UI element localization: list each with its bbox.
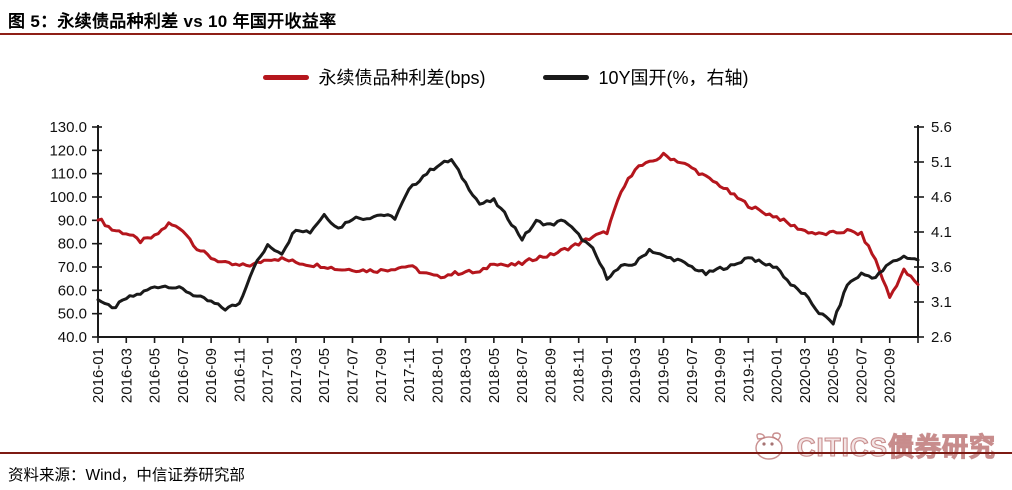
title-divider	[0, 33, 1012, 35]
y-right-tick-label: 3.6	[931, 259, 952, 276]
legend-item-cdb-yield: 10Y国开(%，右轴)	[543, 64, 749, 90]
y-left-tick-label: 130.0	[49, 119, 87, 136]
x-tick-label: 2019-03	[627, 348, 644, 403]
x-tick-label: 2019-09	[712, 348, 729, 403]
x-tick-label: 2020-05	[825, 348, 842, 403]
x-tick-label: 2018-03	[458, 348, 475, 403]
x-tick-label: 2016-03	[118, 348, 135, 403]
x-tick-label: 2018-11	[571, 348, 588, 402]
y-left-tick-label: 110.0	[51, 166, 87, 183]
y-left-tick-label: 40.0	[58, 329, 87, 346]
series-line-cdb-yield	[96, 158, 920, 326]
y-right-tick-label: 2.6	[931, 329, 952, 346]
footer-divider	[0, 452, 1012, 454]
x-tick-label: 2018-09	[542, 348, 559, 403]
y-right-tick-label: 5.1	[931, 154, 952, 171]
legend-label-spread: 永续债品种利差(bps)	[318, 68, 486, 88]
x-tick-label: 2016-09	[203, 348, 220, 403]
x-tick-label: 2016-07	[175, 348, 192, 403]
legend-item-spread: 永续债品种利差(bps)	[263, 64, 485, 90]
x-tick-label: 2018-07	[514, 348, 531, 403]
x-tick-label: 2019-11	[740, 348, 757, 402]
figure-title: 图 5：永续债品种利差 vs 10 年国开收益率	[8, 12, 337, 31]
x-tick-label: 2018-05	[486, 348, 503, 403]
y-right-tick-label: 4.6	[931, 189, 952, 206]
y-left-tick-label: 50.0	[58, 306, 87, 323]
series-line-spread	[96, 151, 920, 299]
y-left-tick-label: 100.0	[49, 189, 87, 206]
y-left-tick-label: 60.0	[58, 282, 87, 299]
line-chart-canvas: 130.0 120.0 110.0 100.0 90.0 80.0 70.0 60.0 50.0…	[49, 119, 952, 403]
x-tick-label: 2018-01	[429, 348, 446, 403]
x-tick-label: 2017-09	[373, 348, 390, 403]
x-tick-label: 2017-11	[401, 348, 418, 402]
x-tick-label: 2020-09	[882, 348, 899, 403]
x-tick-label: 2020-01	[769, 348, 786, 403]
y-left-tick-label: 90.0	[58, 212, 87, 229]
x-tick-label: 2016-11	[231, 348, 248, 402]
red-line-swatch-icon	[263, 74, 310, 80]
x-tick-label: 2020-03	[797, 348, 814, 403]
x-tick-label: 2019-07	[684, 348, 701, 403]
x-tick-label: 2017-05	[316, 348, 333, 403]
y-right-tick-label: 3.1	[931, 294, 952, 311]
x-tick-label: 2016-05	[147, 348, 164, 403]
x-tick-label: 2017-03	[288, 348, 305, 403]
y-right-tick-label: 5.6	[931, 119, 952, 136]
source-note: 资料来源：Wind，中信证券研究部	[8, 467, 245, 484]
black-line-swatch-icon	[543, 74, 590, 80]
y-left-tick-label: 120.0	[49, 142, 87, 159]
x-tick-label: 2017-01	[260, 348, 277, 403]
x-tick-label: 2019-05	[656, 348, 673, 403]
y-right-tick-label: 4.1	[931, 224, 952, 241]
y-left-tick-label: 70.0	[58, 259, 87, 276]
x-tick-label: 2019-01	[599, 348, 616, 403]
y-left-tick-label: 80.0	[58, 236, 87, 253]
x-tick-label: 2017-07	[344, 348, 361, 403]
chart-legend: 永续债品种利差(bps) 10Y国开(%，右轴)	[0, 64, 1012, 90]
legend-label-cdb-yield: 10Y国开(%，右轴)	[598, 68, 749, 88]
x-tick-label: 2016-01	[90, 348, 107, 403]
x-tick-label: 2020-07	[853, 348, 870, 403]
